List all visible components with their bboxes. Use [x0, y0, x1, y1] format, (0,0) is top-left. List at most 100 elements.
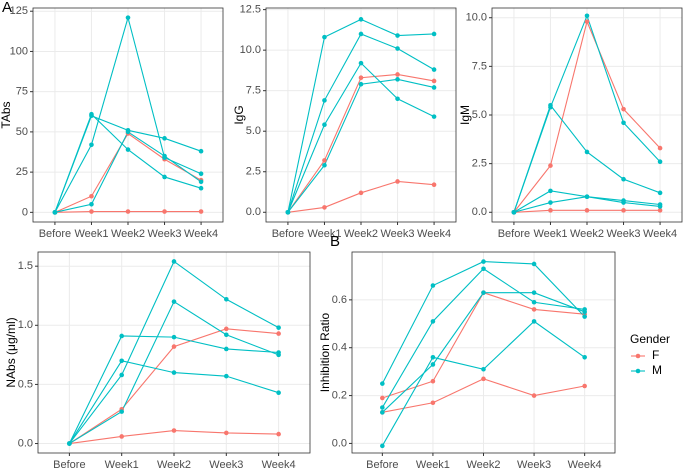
- data-point: [285, 209, 291, 215]
- data-point: [380, 405, 385, 410]
- y-tick-label: 0.4: [332, 342, 347, 354]
- data-point: [657, 145, 663, 151]
- data-point: [224, 332, 229, 338]
- data-point: [162, 136, 167, 141]
- data-point: [380, 410, 385, 415]
- data-point: [481, 376, 486, 382]
- data-point: [380, 395, 385, 401]
- data-point: [276, 331, 281, 336]
- data-point: [119, 333, 124, 339]
- data-point: [395, 33, 400, 38]
- data-point: [430, 319, 436, 324]
- legend-label: F: [652, 348, 659, 362]
- y-tick-label: 1.0: [18, 319, 33, 331]
- data-point: [395, 96, 400, 102]
- y-axis-title: NAbs (μg/ml): [4, 317, 18, 387]
- data-point: [119, 358, 124, 364]
- x-tick-label: Week3: [209, 459, 243, 470]
- data-point: [162, 209, 167, 214]
- data-point: [322, 162, 327, 168]
- data-point: [431, 182, 437, 188]
- data-point: [119, 409, 124, 414]
- data-point: [431, 31, 437, 37]
- data-point: [67, 441, 72, 446]
- y-tick-label: 10.0: [466, 12, 487, 24]
- y-tick-label: 2.5: [472, 158, 487, 170]
- data-point: [380, 381, 385, 386]
- data-point: [119, 372, 124, 378]
- x-tick-label: Before: [498, 228, 530, 240]
- data-point: [395, 72, 400, 77]
- panel-border: [491, 7, 683, 223]
- data-point: [125, 129, 131, 135]
- data-point: [511, 209, 517, 215]
- x-tick-label: Week4: [262, 459, 296, 470]
- y-axis-title: Inhibition Ratio: [318, 312, 332, 392]
- data-point: [198, 148, 204, 154]
- x-tick-label: Week1: [533, 228, 567, 240]
- x-tick-label: Week1: [74, 228, 108, 240]
- y-tick-label: 25: [16, 166, 28, 178]
- data-point: [582, 314, 587, 319]
- legend-label: M: [652, 363, 662, 377]
- data-point: [89, 142, 94, 148]
- data-point: [584, 13, 590, 19]
- data-point: [548, 102, 553, 108]
- y-tick-label: 125: [10, 5, 28, 17]
- data-point: [89, 111, 94, 117]
- data-point: [584, 208, 590, 213]
- x-tick-label: Week3: [148, 228, 182, 240]
- x-tick-label: Week2: [344, 228, 378, 240]
- panel-label: A: [2, 0, 12, 16]
- data-point: [322, 34, 327, 40]
- x-tick-label: Week4: [568, 459, 602, 470]
- x-tick-label: Week4: [643, 228, 677, 240]
- data-point: [89, 202, 94, 207]
- x-tick-label: Before: [366, 459, 398, 470]
- data-point: [224, 326, 229, 332]
- data-point: [322, 122, 327, 128]
- panel-border: [351, 251, 616, 454]
- y-tick-label: 75: [16, 86, 28, 98]
- data-point: [198, 179, 204, 185]
- x-tick-label: Before: [39, 228, 71, 240]
- data-point: [430, 362, 436, 367]
- legend-title: Gender: [630, 332, 670, 346]
- data-point: [584, 194, 590, 200]
- data-point: [198, 209, 204, 214]
- x-tick-label: Week3: [517, 459, 551, 470]
- data-point: [322, 98, 327, 103]
- data-point: [431, 114, 437, 119]
- data-point: [582, 354, 587, 360]
- data-point: [171, 299, 177, 304]
- data-point: [431, 67, 437, 72]
- data-point: [531, 290, 537, 295]
- data-point: [276, 352, 281, 358]
- data-point: [531, 319, 537, 324]
- data-point: [430, 283, 436, 288]
- x-tick-label: Week2: [570, 228, 604, 240]
- data-point: [548, 200, 553, 205]
- data-point: [582, 383, 587, 389]
- data-point: [430, 354, 436, 360]
- data-point: [548, 208, 553, 213]
- y-tick-label: 2.5: [246, 166, 261, 178]
- data-point: [657, 202, 663, 207]
- data-point: [657, 159, 663, 164]
- data-point: [89, 193, 94, 199]
- data-point: [548, 188, 553, 194]
- data-point: [125, 209, 131, 214]
- x-tick-label: Week3: [381, 228, 415, 240]
- x-tick-label: Before: [272, 228, 304, 240]
- y-tick-label: 5.0: [246, 125, 261, 137]
- data-point: [531, 307, 537, 312]
- data-point: [531, 261, 537, 267]
- x-tick-label: Week1: [307, 228, 341, 240]
- data-point: [431, 78, 437, 84]
- data-point: [276, 431, 281, 437]
- y-tick-label: 0.0: [332, 437, 347, 449]
- panel-border: [32, 7, 224, 223]
- x-tick-label: Week2: [157, 459, 191, 470]
- data-point: [171, 428, 177, 433]
- y-tick-label: 0: [22, 206, 28, 218]
